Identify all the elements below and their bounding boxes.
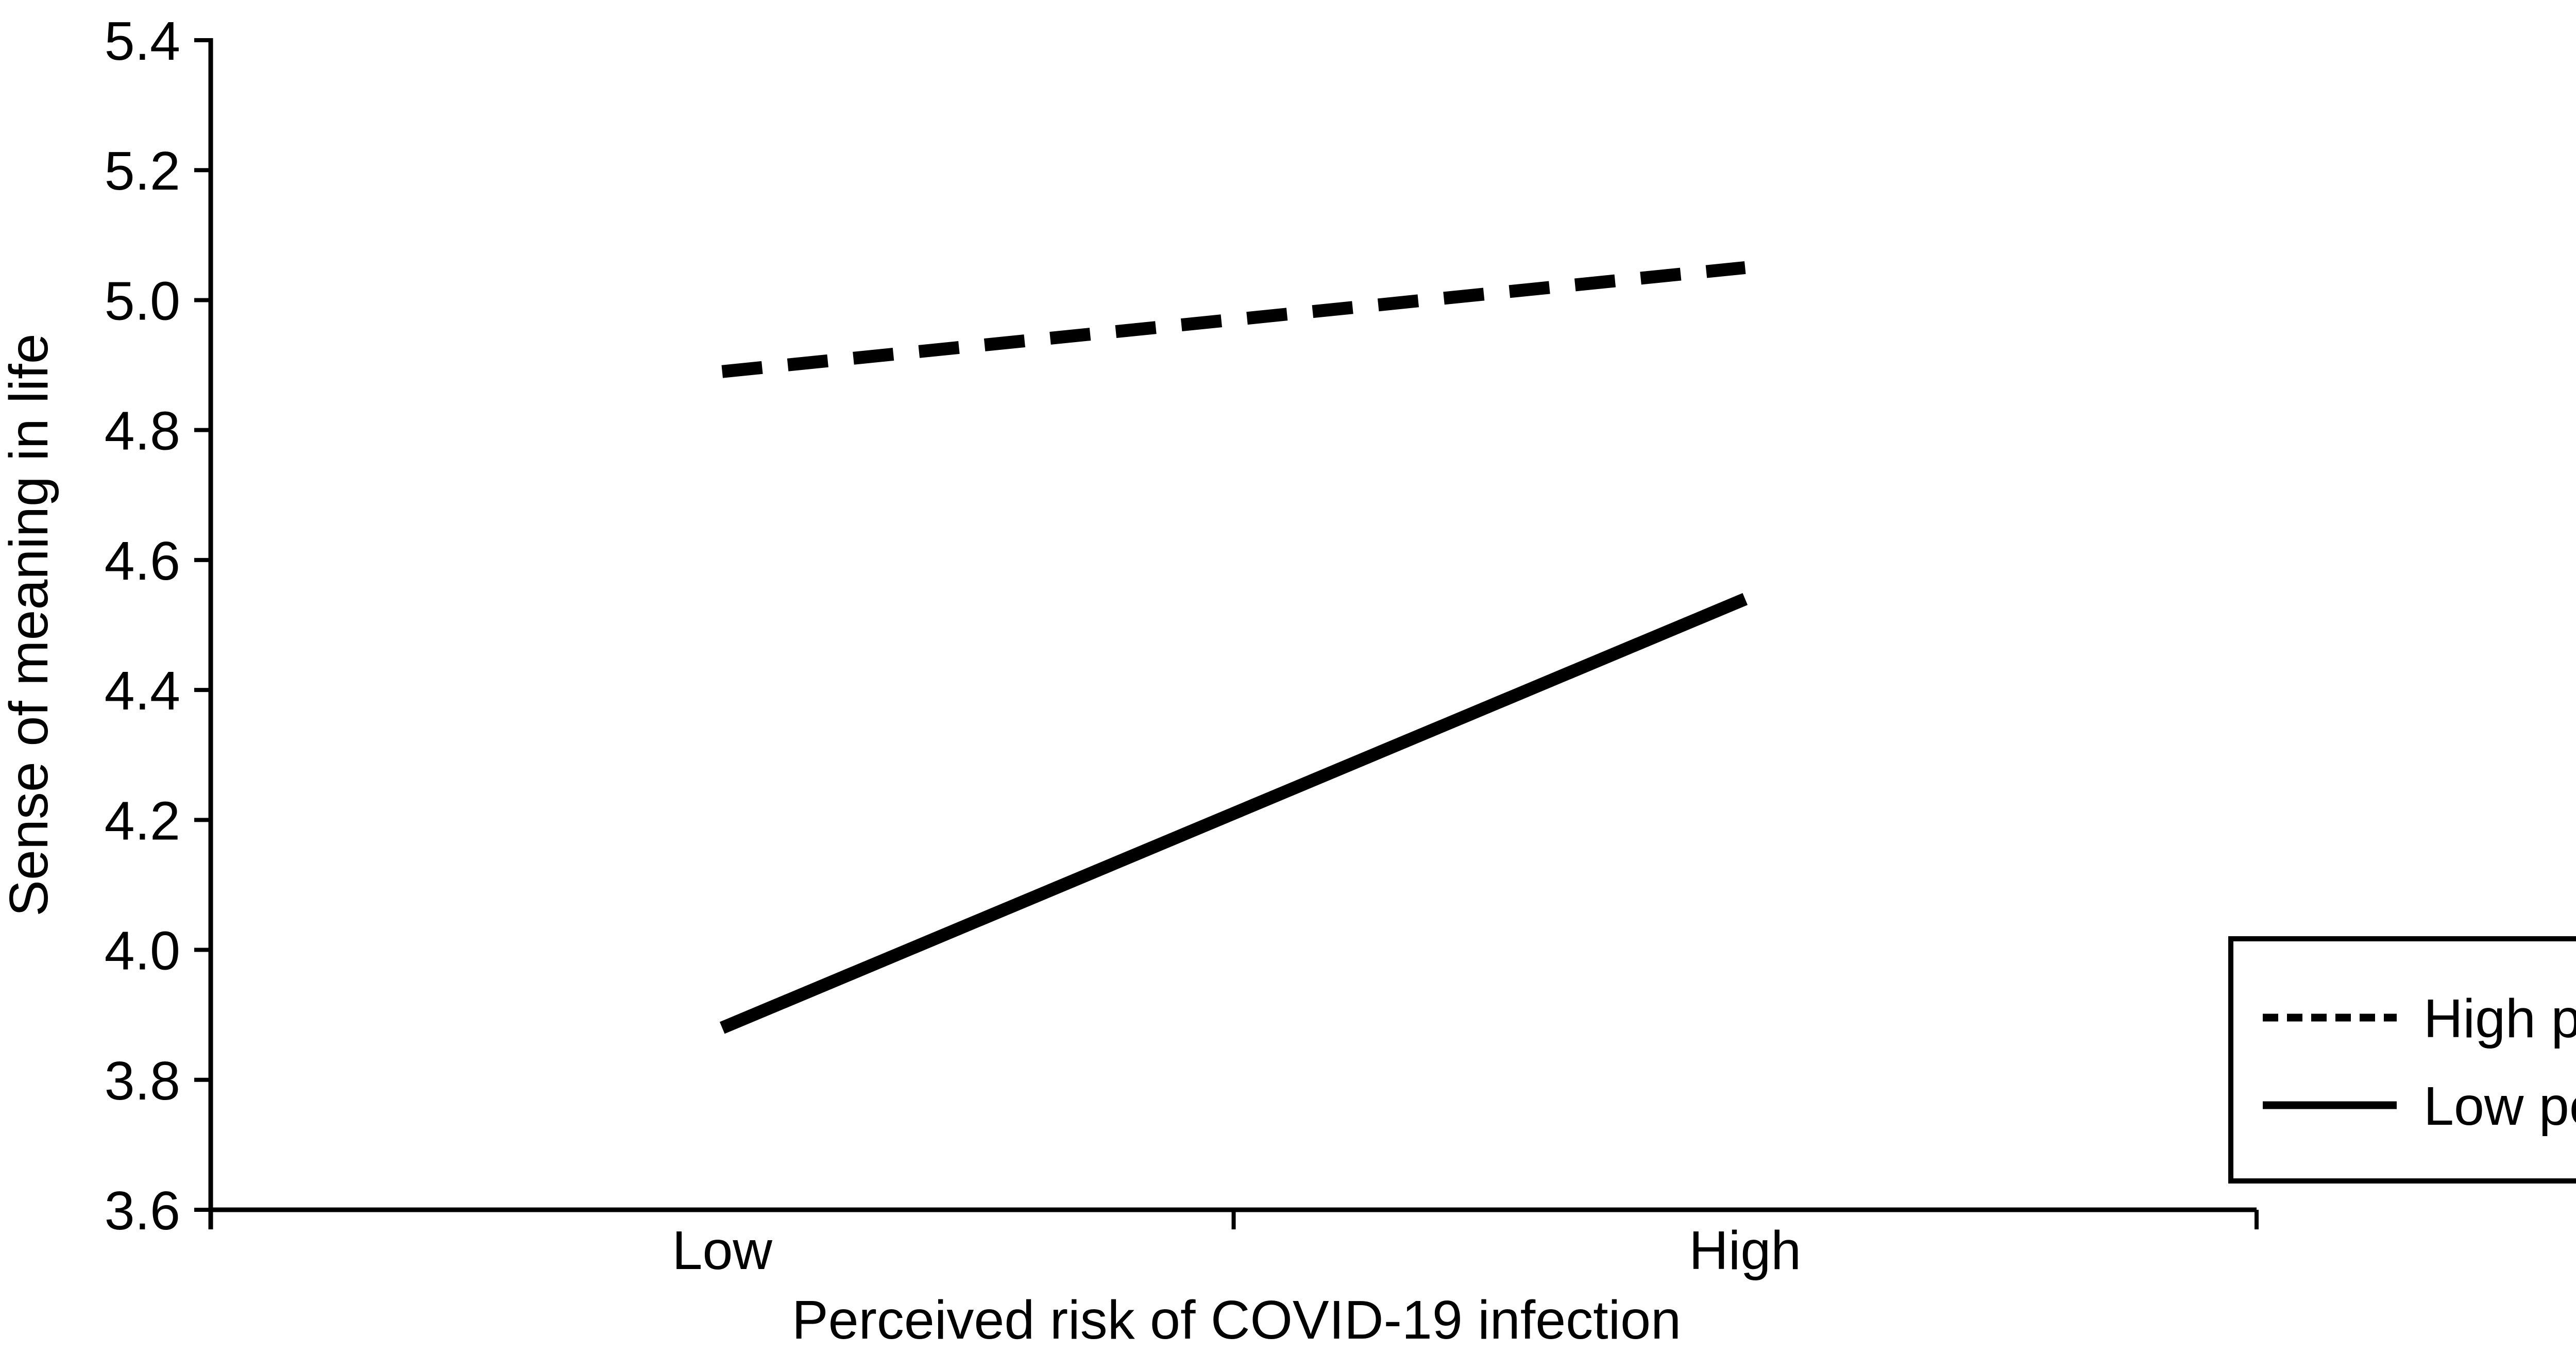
legend-label-high-support: High perceived social support (2424, 988, 2576, 1049)
x-axis-ticks (209, 1210, 2259, 1229)
axes (208, 38, 2257, 1229)
x-axis-title: Perceived risk of COVID-19 infection (792, 1290, 1681, 1350)
y-tick-label: 4.8 (105, 401, 180, 462)
y-tick-label: 3.6 (105, 1180, 180, 1241)
y-tick-label: 4.2 (105, 790, 180, 851)
series-lines (719, 261, 1748, 1034)
y-axis-ticks: 3.6 3.8 4.0 4.2 4.4 4.6 4.8 5.0 5.2 5.4 (105, 11, 211, 1241)
legend: High perceived social support Low percei… (2228, 936, 2576, 1184)
series-line-low-perceived-social-support (719, 593, 1748, 1034)
y-tick-label: 5.2 (105, 141, 180, 201)
x-category-labels: Low High (672, 1220, 1802, 1281)
x-category-label-low: Low (672, 1220, 773, 1281)
x-category-label-high: High (1689, 1220, 1801, 1281)
y-tick-label: 5.4 (105, 11, 180, 72)
y-axis-title: Sense of meaning in life (0, 333, 59, 916)
y-tick-label: 4.6 (105, 531, 180, 591)
legend-label-low-support: Low perceived social support (2424, 1076, 2576, 1137)
legend-box (2228, 936, 2576, 1184)
y-tick-label: 4.4 (105, 661, 180, 721)
y-tick-label: 4.0 (105, 921, 180, 982)
y-tick-label: 5.0 (105, 271, 180, 331)
series-line-high-perceived-social-support (721, 261, 1746, 378)
y-tick-label: 3.8 (105, 1051, 180, 1111)
